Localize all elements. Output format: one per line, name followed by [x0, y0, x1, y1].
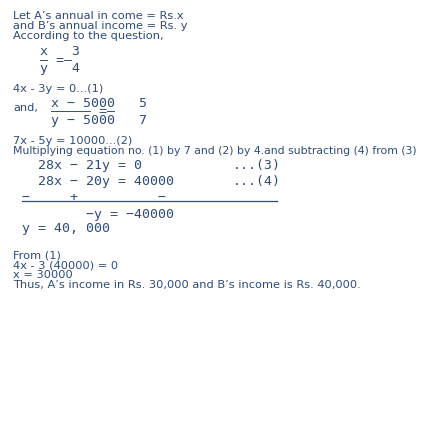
Text: x − 5000   5: x − 5000 5: [51, 97, 148, 110]
Text: Let A’s annual in come = Rs.x: Let A’s annual in come = Rs.x: [13, 11, 184, 21]
Text: — =—: — =—: [40, 54, 72, 67]
Text: ...(3): ...(3): [232, 159, 280, 172]
Text: −     +          −: − + −: [22, 191, 166, 204]
Text: x = 30000: x = 30000: [13, 270, 73, 280]
Text: 7x - 5y = 10000...(2): 7x - 5y = 10000...(2): [13, 136, 133, 146]
Text: 4x - 3y = 0...(1): 4x - 3y = 0...(1): [13, 84, 104, 94]
Text: Thus, A’s income in Rs. 30,000 and B’s income is Rs. 40,000.: Thus, A’s income in Rs. 30,000 and B’s i…: [13, 280, 361, 290]
Text: and B’s annual income = Rs. y: and B’s annual income = Rs. y: [13, 21, 188, 31]
Text: x   3: x 3: [40, 45, 80, 58]
Text: and,: and,: [13, 103, 38, 113]
Text: ...(4): ...(4): [232, 175, 280, 188]
Text: ————— =—: ————— =—: [51, 105, 115, 118]
Text: y = 40, 000: y = 40, 000: [22, 222, 110, 235]
Text: According to the question,: According to the question,: [13, 31, 164, 41]
Text: −y = −40000: −y = −40000: [22, 208, 174, 221]
Text: 28x − 20y = 40000: 28x − 20y = 40000: [22, 175, 174, 188]
Text: y − 5000   7: y − 5000 7: [51, 114, 148, 127]
Text: 28x − 21y = 0: 28x − 21y = 0: [22, 159, 142, 172]
Text: Multiplying equation no. (1) by 7 and (2) by 4.and subtracting (4) from (3): Multiplying equation no. (1) by 7 and (2…: [13, 146, 417, 156]
Text: 4x - 3 (40000) = 0: 4x - 3 (40000) = 0: [13, 260, 118, 270]
Text: From (1): From (1): [13, 250, 61, 260]
Text: y   4: y 4: [40, 62, 80, 75]
